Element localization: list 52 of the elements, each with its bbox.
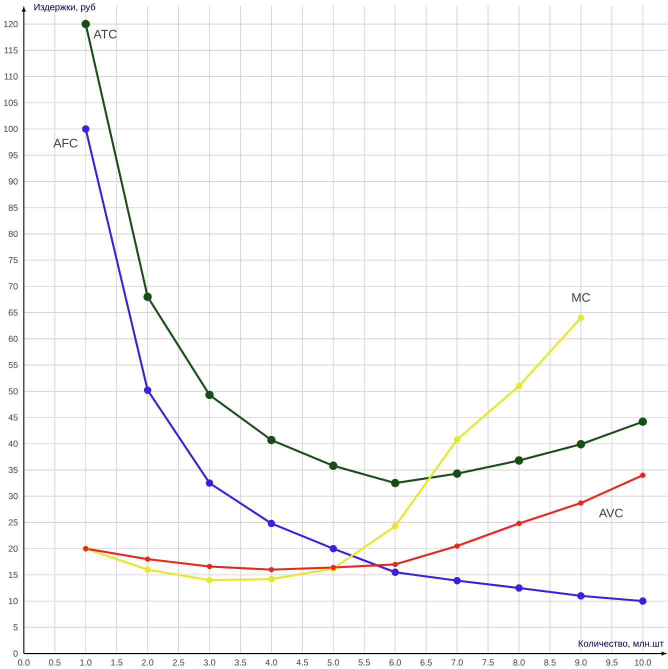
x-tick-label: 5.5	[358, 659, 370, 666]
x-tick-label: 6.5	[420, 659, 432, 666]
x-tick-label: 4.5	[296, 659, 308, 666]
x-tick-label: 10.0	[634, 659, 651, 666]
y-tick-label: 50	[8, 388, 18, 394]
y-tick-label: 95	[8, 152, 18, 158]
x-tick-label: 8.0	[513, 659, 525, 666]
x-tick-label: 9.5	[606, 659, 618, 666]
y-tick-label: 40	[8, 440, 18, 447]
y-tick-label: 75	[8, 257, 18, 264]
x-tick-label: 9.0	[575, 659, 587, 666]
y-tick-label: 25	[8, 519, 18, 526]
x-tick-label: 1.5	[111, 659, 122, 666]
x-tick-label: 8.5	[544, 659, 556, 666]
x-tick-label: 0.0	[18, 659, 30, 666]
y-tick-label: 10	[8, 598, 18, 604]
series-label: AFC	[53, 138, 78, 148]
y-tick-label: 15	[8, 572, 18, 578]
y-tick-label: 5	[13, 624, 18, 630]
y-axis-title: Издержки, руб	[34, 3, 96, 12]
y-tick-label: 60	[8, 336, 18, 342]
x-tick-label: 2.5	[172, 659, 184, 666]
y-tick-label: 120	[4, 20, 18, 28]
y-tick-label: 35	[8, 466, 18, 474]
x-tick-label: 1.0	[80, 659, 92, 666]
series-label: ATC	[93, 30, 117, 38]
y-tick-label: 90	[8, 178, 18, 185]
y-tick-label: 55	[8, 362, 18, 368]
x-tick-label: 3.0	[204, 659, 216, 666]
x-tick-label: 7.5	[482, 659, 494, 666]
y-tick-label: 0	[13, 650, 18, 657]
x-tick-label: 3.5	[234, 659, 246, 666]
x-tick-label: 6.0	[390, 659, 401, 666]
y-tick-label: 105	[4, 100, 18, 106]
y-tick-label: 110	[4, 73, 18, 80]
x-tick-label: 0.5	[49, 659, 60, 666]
y-tick-label: 115	[4, 47, 18, 54]
y-tick-label: 70	[8, 283, 18, 290]
series-label: MC	[572, 293, 590, 302]
y-tick-label: 100	[4, 126, 18, 132]
series-label: AVC	[598, 508, 623, 518]
y-tick-label: 45	[8, 414, 18, 421]
x-tick-label: 7.0	[451, 659, 463, 666]
x-axis-title: Количество, млн.шт	[578, 640, 664, 648]
x-tick-label: 4.0	[266, 659, 278, 666]
y-tick-label: 20	[8, 546, 18, 552]
y-tick-label: 80	[8, 230, 18, 237]
y-tick-label: 65	[8, 310, 18, 316]
y-tick-label: 85	[8, 204, 18, 211]
y-tick-label: 30	[8, 493, 18, 500]
x-tick-label: 5.0	[328, 659, 340, 666]
x-tick-label: 2.0	[142, 659, 154, 666]
